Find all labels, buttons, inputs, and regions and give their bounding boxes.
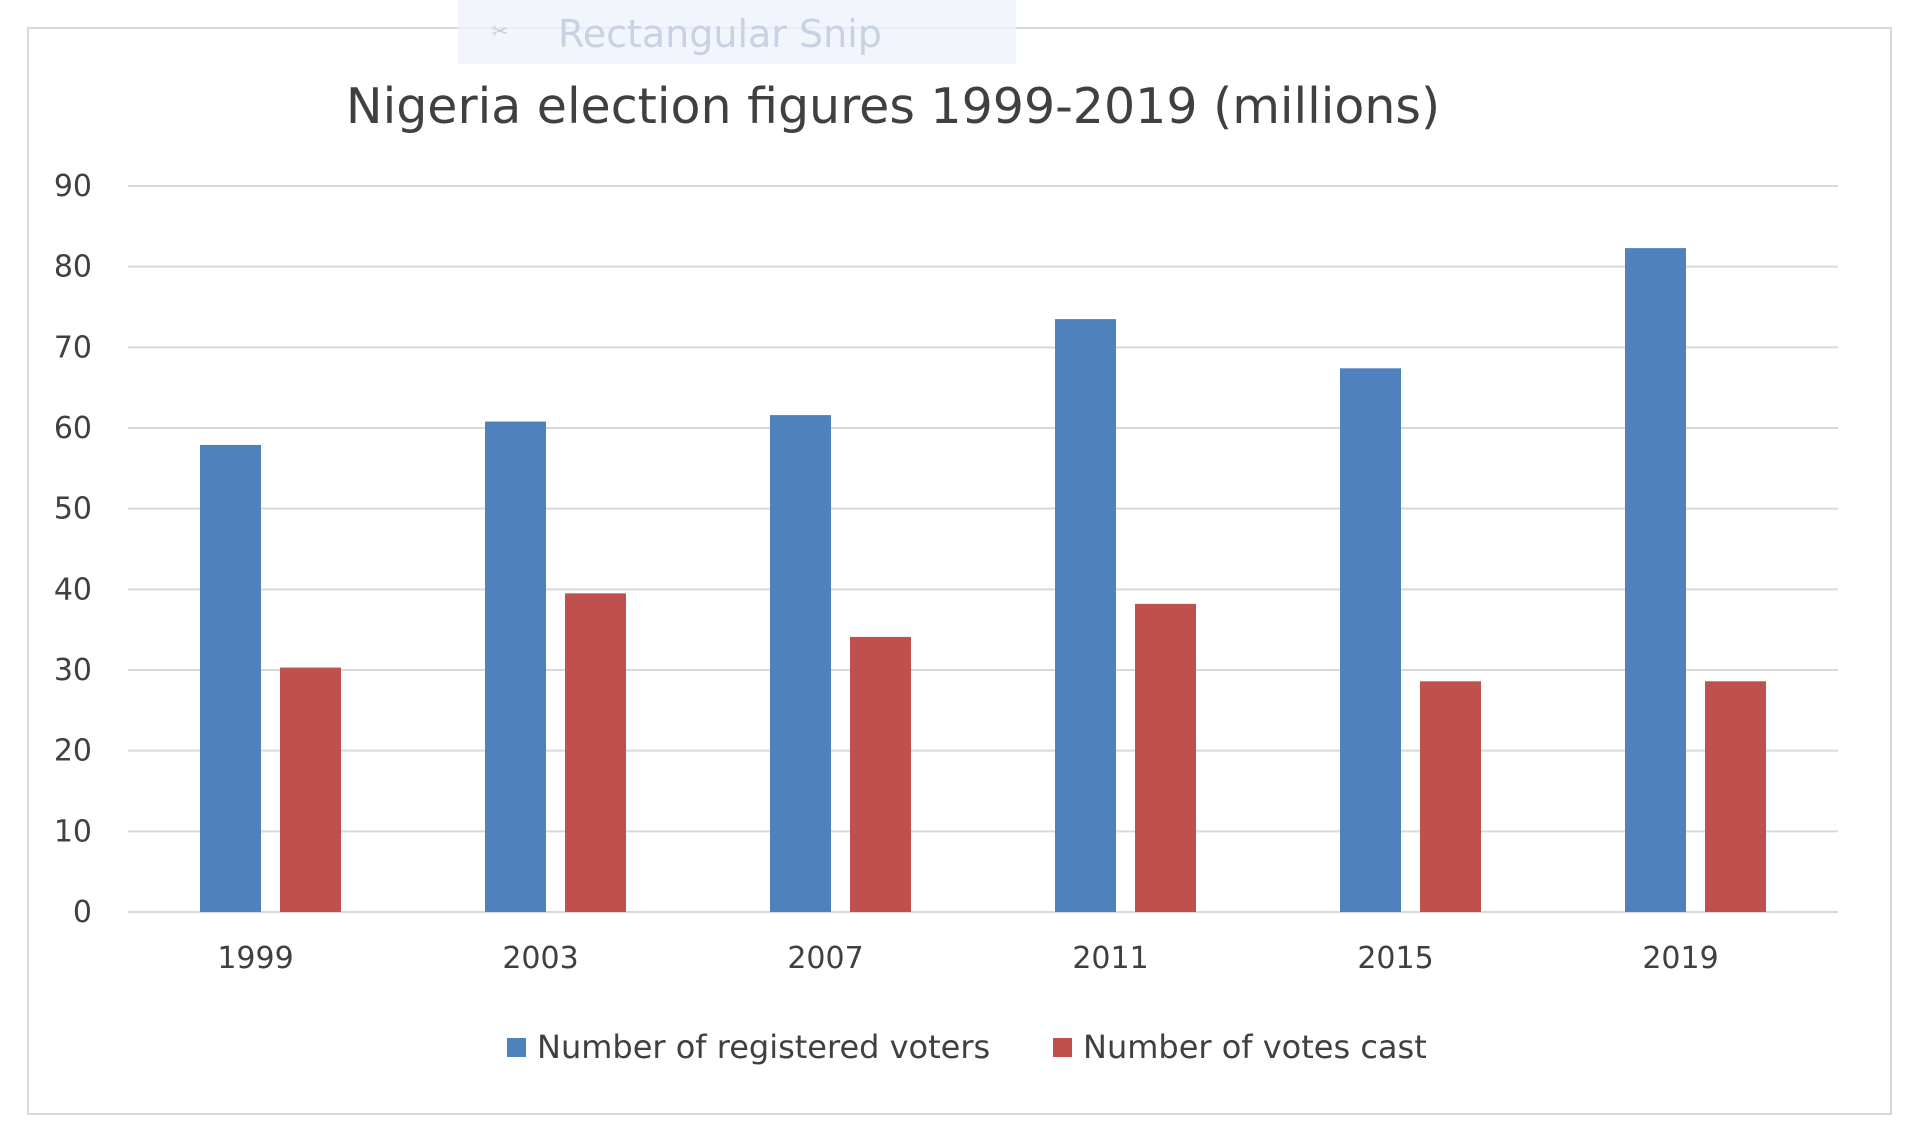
bar-registered-2015 — [1340, 368, 1401, 913]
x-tick-label: 2015 — [1357, 941, 1433, 976]
y-axis-labels: 0 10 20 30 40 50 60 70 80 90 — [54, 169, 92, 930]
legend-cast-label: Number of votes cast — [1083, 1028, 1427, 1066]
x-tick-label: 2003 — [502, 941, 578, 976]
y-tick-label: 90 — [54, 169, 92, 204]
bar-cast-2011 — [1135, 603, 1196, 912]
chart-frame — [27, 27, 1892, 1115]
bar-cast-1999 — [280, 667, 341, 912]
y-tick-label: 0 — [73, 895, 92, 930]
legend-registered-label: Number of registered voters — [537, 1028, 990, 1066]
bar-registered-2007 — [770, 415, 831, 912]
y-tick-label: 40 — [54, 572, 92, 607]
y-tick-label: 80 — [54, 250, 92, 285]
snip-mode-label[interactable]: Rectangular Snip — [558, 12, 882, 56]
x-tick-label: 2019 — [1642, 941, 1718, 976]
x-tick-label: 2011 — [1072, 941, 1148, 976]
y-tick-label: 20 — [54, 734, 92, 769]
bar-registered-1999 — [200, 444, 261, 912]
legend-registered-swatch — [507, 1038, 526, 1057]
x-axis-labels: 1999 2003 2007 2011 2015 2019 — [217, 941, 1718, 976]
bar-registered-2011 — [1055, 319, 1116, 913]
legend-cast-swatch — [1053, 1038, 1072, 1057]
x-tick-label: 2007 — [787, 941, 863, 976]
bar-registered-2003 — [485, 421, 546, 912]
y-tick-label: 60 — [54, 411, 92, 446]
snip-toolbar[interactable] — [458, 0, 1016, 64]
bars — [200, 248, 1766, 913]
y-tick-label: 70 — [54, 330, 92, 365]
bar-cast-2003 — [565, 593, 626, 912]
y-tick-label: 10 — [54, 814, 92, 849]
y-tick-label: 50 — [54, 492, 92, 527]
snip-mode-icon[interactable]: ✂ — [491, 19, 509, 43]
legend: Number of registered voters Number of vot… — [507, 1028, 1427, 1066]
chart-title: Nigeria election figures 1999-2019 (mill… — [346, 78, 1440, 135]
x-tick-label: 1999 — [217, 941, 293, 976]
bar-registered-2019 — [1625, 248, 1686, 912]
bar-cast-2007 — [850, 636, 911, 912]
y-tick-label: 30 — [54, 653, 92, 688]
bar-cast-2015 — [1420, 681, 1481, 912]
grid-lines — [128, 185, 1838, 913]
bar-cast-2019 — [1705, 681, 1766, 912]
